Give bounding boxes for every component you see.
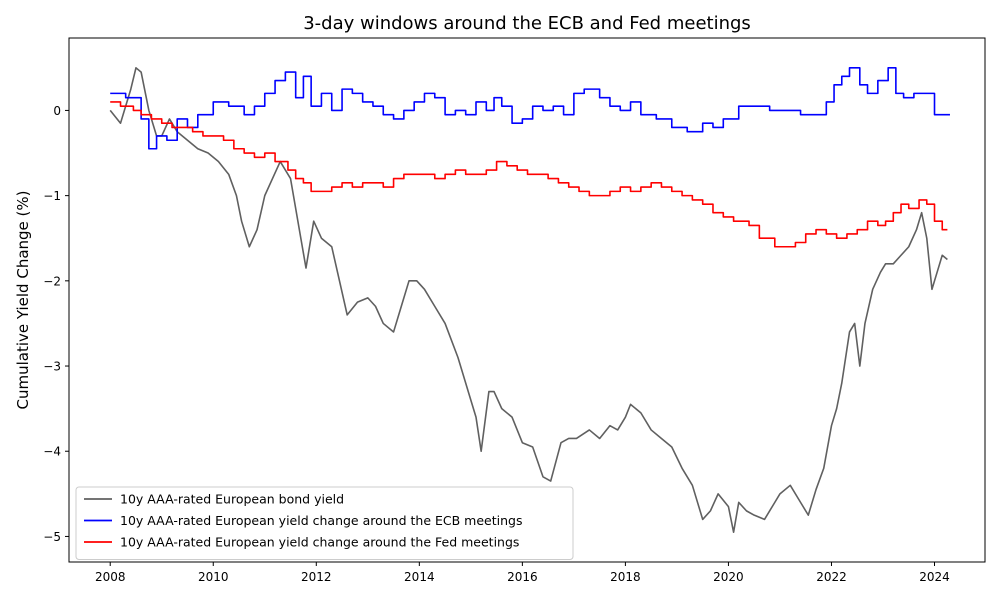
y-axis-label: Cumulative Yield Change (%) (14, 190, 32, 409)
x-tick-label: 2018 (610, 570, 641, 584)
x-axis-ticks: 2008 2010 2012 2014 2016 2018 2020 2022 2024 (95, 562, 950, 584)
series-line-3 (110, 101, 948, 248)
x-tick-label: 2016 (507, 570, 538, 584)
x-tick-label: 2020 (713, 570, 744, 584)
x-tick-label: 2014 (404, 570, 435, 584)
x-tick-label: 2010 (198, 570, 229, 584)
x-tick-label: 2008 (95, 570, 126, 584)
y-tick-label: −4 (43, 445, 61, 459)
plot-area (109, 67, 950, 533)
x-tick-label: 2022 (816, 570, 847, 584)
legend-label: 10y AAA-rated European yield change arou… (120, 535, 519, 550)
series-line-2 (110, 67, 950, 150)
axes-frame (68, 37, 986, 563)
x-tick-label: 2024 (919, 570, 950, 584)
legend: 10y AAA-rated European bond yield 10y AAA… (75, 486, 574, 560)
legend-label: 10y AAA-rated European bond yield (120, 492, 344, 507)
y-axis-ticks: 0 −1 −2 −3 −4 −5 (43, 104, 69, 544)
legend-box (75, 486, 574, 560)
chart-title: 3-day windows around the ECB and Fed mee… (303, 13, 751, 34)
x-tick-label: 2012 (301, 570, 332, 584)
y-tick-label: −3 (43, 360, 61, 374)
y-tick-label: −5 (43, 530, 61, 544)
legend-label: 10y AAA-rated European yield change arou… (120, 513, 522, 528)
series-line-1 (109, 67, 948, 533)
y-tick-label: 0 (53, 104, 61, 118)
axes-border (68, 37, 986, 563)
y-tick-label: −2 (43, 274, 61, 288)
y-tick-label: −1 (43, 189, 61, 203)
